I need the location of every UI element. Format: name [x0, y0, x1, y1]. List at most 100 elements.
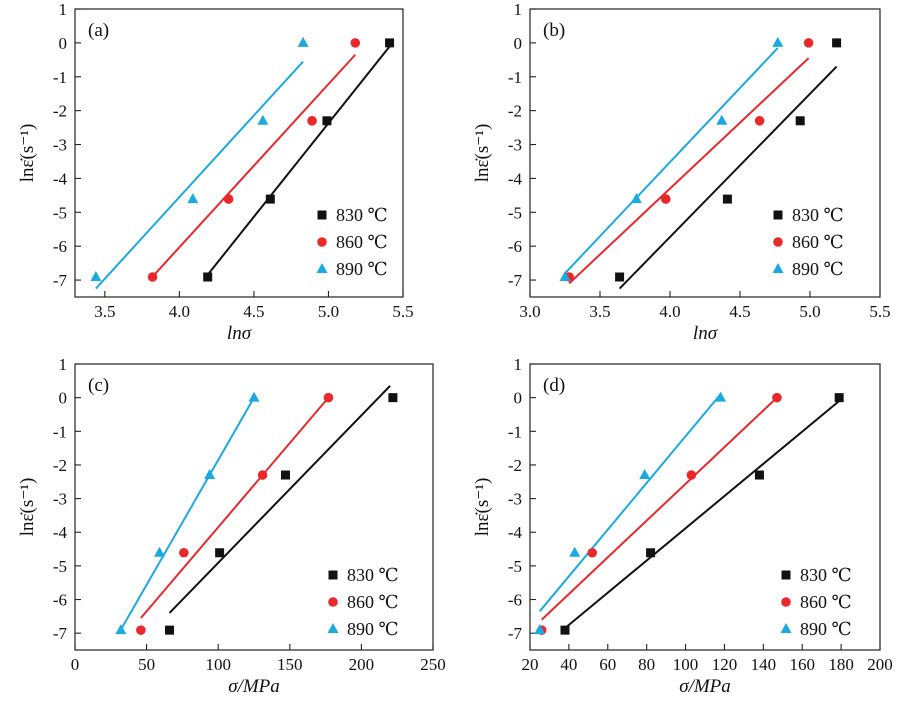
y-tick-label: -2: [53, 456, 67, 475]
data-point-3: [569, 546, 581, 557]
fit-line-1: [564, 400, 840, 629]
y-tick-label: -4: [53, 169, 68, 188]
x-tick-label: 40: [560, 655, 577, 674]
fit-line-1: [205, 43, 392, 278]
x-tick-label: 150: [277, 655, 303, 674]
y-axis-label: lnε̇(s⁻¹): [17, 478, 38, 537]
y-tick-label: -6: [53, 591, 67, 610]
legend-label-2: 860 ℃: [792, 232, 844, 252]
panel-label: (b): [543, 20, 565, 41]
data-point-1: [385, 38, 395, 48]
chart-panel-4: 1 0 -1 -2 -3 -4 -5 -6 -7 20 40 60 80 100 120 140 160 180 2…: [472, 355, 893, 697]
data-point-1: [834, 393, 844, 403]
data-point-2: [754, 116, 765, 126]
data-point-1: [646, 548, 656, 558]
x-tick-label: 5.5: [869, 302, 890, 321]
data-point-3: [257, 114, 269, 125]
x-tick-label: 0: [71, 655, 80, 674]
data-point-2: [136, 625, 146, 635]
y-tick-label: 1: [514, 0, 523, 19]
y-tick-label: -3: [508, 490, 522, 509]
legend-marker-2: [317, 237, 327, 247]
data-point-3: [90, 271, 102, 282]
x-tick-label: 3.5: [589, 302, 610, 321]
data-point-2: [772, 392, 782, 403]
y-tick-label: -2: [508, 102, 522, 121]
y-tick-label: -7: [53, 624, 68, 643]
y-tick-label: -2: [53, 102, 67, 121]
x-tick-label: 250: [420, 655, 446, 674]
fit-line-2: [568, 57, 810, 285]
x-tick-label: 180: [828, 655, 854, 674]
x-tick-label: 3.5: [94, 302, 115, 321]
data-point-2: [686, 470, 697, 480]
legend-label-1: 830 ℃: [347, 565, 399, 585]
data-point-2: [661, 194, 671, 204]
y-tick-label: 1: [59, 355, 68, 374]
data-point-2: [323, 392, 334, 403]
y-tick-label: 0: [514, 34, 523, 53]
legend-marker-1: [317, 210, 327, 220]
data-point-3: [772, 36, 784, 47]
data-point-3: [248, 391, 260, 402]
y-tick-label: -6: [508, 591, 522, 610]
x-axis-label: σ/MPa: [679, 676, 731, 697]
y-tick-label: -3: [53, 136, 67, 155]
panel-label: (d): [543, 375, 565, 396]
x-axis-label: σ/MPa: [228, 676, 280, 697]
legend-marker-1: [773, 210, 783, 220]
y-tick-label: 0: [514, 389, 523, 408]
data-point-2: [257, 470, 268, 480]
data-point-1: [203, 272, 213, 282]
x-axis-label: lnσ: [227, 323, 252, 344]
x-tick-label: 200: [867, 655, 893, 674]
data-point-3: [534, 624, 546, 635]
x-tick-label: 140: [751, 655, 777, 674]
y-tick-label: -4: [53, 523, 68, 542]
x-tick-label: 80: [638, 655, 655, 674]
y-tick-label: -5: [508, 557, 522, 576]
data-point-1: [265, 194, 275, 204]
x-tick-label: 160: [789, 655, 815, 674]
data-point-3: [715, 391, 727, 402]
y-tick-label: 0: [59, 34, 68, 53]
y-tick-label: -5: [53, 203, 67, 222]
data-point-1: [165, 625, 175, 635]
data-point-2: [350, 38, 361, 48]
y-tick-label: -2: [508, 456, 522, 475]
legend-marker-1: [328, 570, 338, 580]
data-point-2: [147, 272, 158, 282]
x-tick-label: 50: [138, 655, 155, 674]
data-point-1: [795, 116, 805, 126]
x-tick-label: 4.0: [659, 302, 680, 321]
legend-label-1: 830 ℃: [792, 205, 844, 225]
data-point-1: [615, 272, 625, 282]
data-point-3: [559, 271, 571, 282]
x-tick-label: 100: [205, 655, 231, 674]
y-tick-label: 0: [59, 389, 68, 408]
legend-label-1: 830 ℃: [336, 205, 388, 225]
chart-panel-1: 1 0 -1 -2 -3 -4 -5 -6 -7 3.5 4.0 4.5 5.0 5.5 (a) lnσ lnε…: [17, 0, 414, 344]
y-tick-label: -1: [508, 68, 522, 87]
data-point-3: [153, 546, 165, 557]
data-point-1: [388, 393, 398, 403]
y-tick-label: -1: [508, 422, 522, 441]
legend-marker-3: [316, 263, 328, 273]
data-point-1: [754, 470, 764, 480]
data-point-1: [322, 116, 332, 126]
x-tick-label: 100: [673, 655, 699, 674]
legend-marker-2: [328, 597, 338, 607]
data-point-3: [187, 193, 199, 204]
y-axis-label: lnε̇(s⁻¹): [472, 124, 493, 183]
x-tick-label: 4.5: [729, 302, 750, 321]
fit-line-2: [540, 396, 778, 621]
data-point-3: [204, 469, 216, 480]
y-axis-label: lnε̇(s⁻¹): [17, 124, 38, 183]
y-tick-label: -6: [53, 237, 67, 256]
x-tick-label: 120: [712, 655, 738, 674]
legend-label-3: 890 ℃: [792, 259, 844, 279]
fit-line-2: [151, 54, 357, 278]
y-axis-label: lnε̇(s⁻¹): [472, 478, 493, 537]
data-point-3: [639, 469, 651, 480]
